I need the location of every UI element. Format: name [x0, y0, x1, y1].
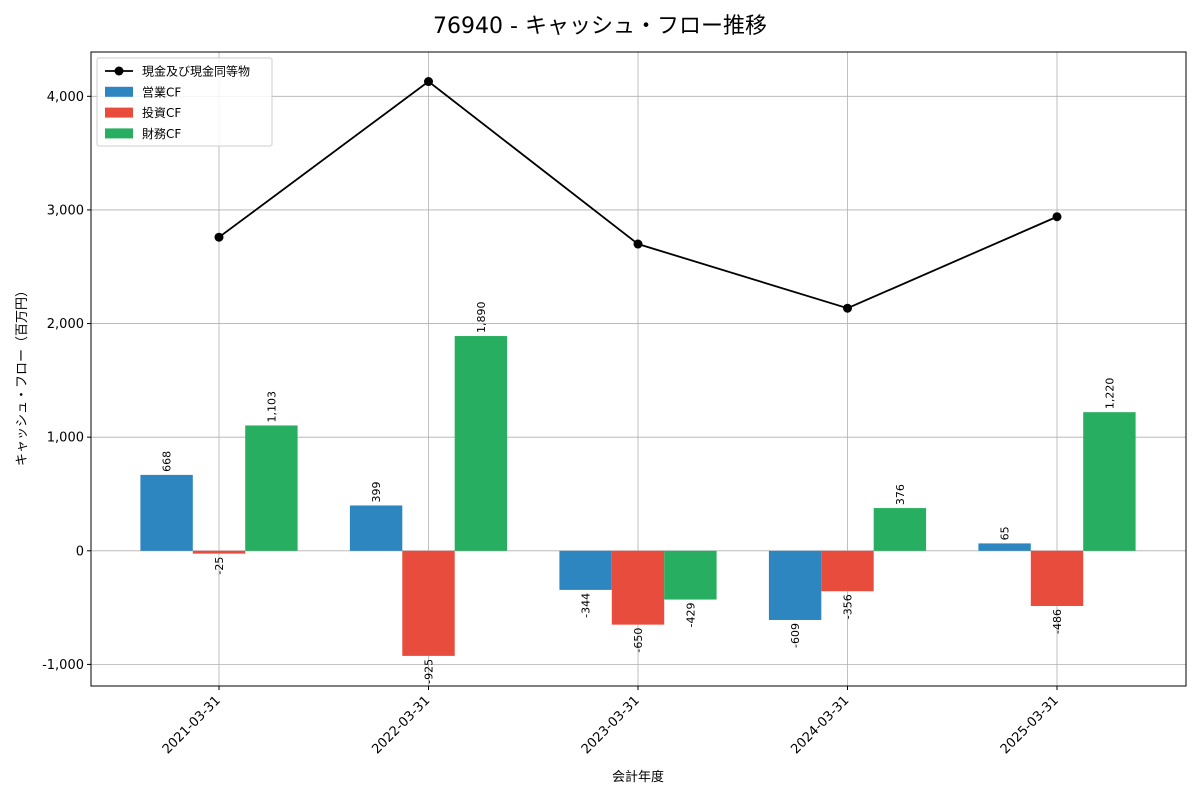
- bar-value-label: -486: [1051, 609, 1064, 634]
- legend-label: 財務CF: [142, 126, 181, 141]
- y-tick-label: 2,000: [47, 317, 84, 332]
- bar-value-label: -925: [423, 659, 436, 684]
- bars: [140, 336, 1136, 656]
- bar: [768, 550, 822, 620]
- bar-value-label: -344: [580, 593, 593, 618]
- cash-line: [214, 77, 1062, 313]
- bar-value-label: 1,220: [1103, 378, 1116, 410]
- bar: [454, 336, 508, 551]
- y-tick-label: 4,000: [47, 90, 84, 105]
- y-tick-label: 1,000: [47, 431, 84, 446]
- bar: [192, 550, 246, 554]
- bar-value-label: -650: [632, 628, 645, 653]
- bar-value-label: -429: [684, 603, 697, 628]
- y-tick-label: -1,000: [42, 658, 84, 673]
- bar: [821, 550, 874, 592]
- bar: [1083, 412, 1136, 551]
- bar-value-label: -356: [842, 594, 855, 619]
- bar-value-label: -25: [213, 557, 226, 575]
- legend-label: 現金及び現金同等物: [142, 64, 250, 79]
- bar: [664, 550, 717, 600]
- bar-value-label: 668: [161, 451, 174, 472]
- y-tick-label: 3,000: [47, 203, 84, 218]
- y-tick-label: 0: [76, 544, 84, 559]
- bar: [611, 550, 665, 625]
- cash-line-point: [424, 77, 433, 87]
- y-axis-title: キャッシュ・フロー（百万円）: [15, 284, 30, 466]
- data-labels: 668 -25 1,103 399 -925 1,890 -344 -650 -429 -609 -…: [161, 302, 1117, 684]
- bar-value-label: 399: [370, 481, 383, 502]
- bar: [873, 508, 927, 551]
- legend-box: [96, 57, 273, 147]
- bar-value-label: 1,103: [265, 391, 278, 423]
- bar: [1030, 550, 1084, 607]
- cash-line-point: [843, 303, 852, 313]
- bar: [140, 474, 193, 551]
- bar-value-label: 65: [999, 526, 1012, 540]
- legend-label: 投資CF: [142, 105, 181, 120]
- legend-marker: [114, 66, 124, 76]
- legend-swatch: [105, 86, 133, 97]
- x-axis-title: 会計年度: [612, 769, 664, 785]
- bar: [978, 543, 1031, 551]
- legend-label: 営業CF: [142, 85, 181, 99]
- bar: [245, 425, 298, 551]
- cash-line-point: [1052, 212, 1062, 222]
- bar-value-label: 376: [894, 484, 907, 505]
- bar: [349, 505, 403, 551]
- bar: [402, 550, 455, 656]
- bar: [559, 550, 612, 590]
- bar-value-label: -609: [789, 623, 802, 648]
- legend-swatch: [105, 128, 133, 139]
- cash-line-point: [214, 232, 224, 242]
- cash-line-point: [633, 239, 643, 249]
- chart-title: 76940 - キャッシュ・フロー推移: [433, 14, 767, 39]
- bar-value-label: 1,890: [475, 302, 488, 334]
- legend-swatch: [105, 107, 133, 118]
